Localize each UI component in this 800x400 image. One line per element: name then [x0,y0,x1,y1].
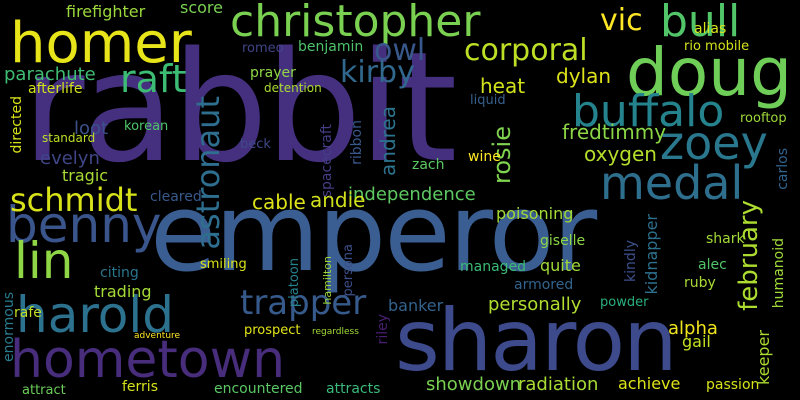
word-prayer: prayer [250,65,296,81]
word-smiling: smiling [200,257,247,272]
word-humanoid: humanoid [771,238,787,309]
word-attract: attract [22,383,66,398]
word-cable: cable [252,190,306,214]
word-christopher: christopher [230,0,481,47]
word-owl: owl [374,33,426,68]
word-enormous: enormous [1,292,17,362]
word-bull: bull [660,0,741,47]
word-beck: beck [240,137,271,152]
word-radiation: radiation [518,374,599,395]
word-trapper: trapper [240,283,367,323]
word-buffalo: buffalo [572,86,725,137]
word-passion: passion [706,377,760,393]
word-encountered: encountered [214,381,303,397]
word-firefighter: firefighter [66,2,146,21]
word-carlos: carlos [775,148,791,190]
word-cleared: cleared [150,189,202,205]
word-attracts: attracts [326,381,381,397]
word-evelyn: evelyn [40,148,100,169]
word-homer: homer [10,11,192,76]
word-february: february [734,200,764,311]
word-oxygen: oxygen [584,142,657,166]
word-korean: korean [124,119,169,134]
word-independence: independence [348,184,476,205]
word-afterlife: afterlife [28,81,83,97]
word-showdown: showdown [426,374,522,395]
word-detention: detention [264,81,322,95]
word-platoon: platoon [287,258,302,308]
word-andrea: andrea [376,106,400,176]
word-ferris: ferris [122,379,158,395]
word-kirby: kirby [340,55,415,90]
word-riley: riley [375,314,391,345]
word-benny: benny [6,196,162,254]
word-liquid: liquid [470,93,506,108]
word-giselle: giselle [540,233,586,249]
word-personally: personally [488,294,582,315]
word-andie: andie [310,188,366,212]
word-alpha: alpha [668,318,718,339]
word-banker: banker [388,296,444,315]
word-rio-mobile: rio mobile [684,39,750,54]
word-raft: raft [120,57,187,101]
word-score: score [180,0,223,17]
word-schmidt: schmidt [10,181,138,219]
word-lin: lin [14,232,74,290]
word-fredtimmy: fredtimmy [562,120,667,144]
word-kindly: kindly [623,240,639,282]
word-doug: doug [626,34,792,111]
word-keeper: keeper [754,330,773,385]
word-heat: heat [480,74,526,98]
word-zoey: zoey [660,116,768,170]
word-sharon: sharon [395,291,678,391]
word-tragic: tragic [62,166,109,185]
word-rooftop: rooftop [740,111,787,126]
word-parachute: parachute [4,64,96,85]
word-alias: alias [694,21,727,37]
word-gail: gail [682,332,711,351]
word-wine: wine [468,149,501,165]
word-medal: medal [600,156,744,210]
word-loot: loot [74,118,109,139]
word-spacecraft: spacecraft [319,124,335,198]
word-rafe: rafe [14,305,42,321]
word-prospect: prospect [244,323,301,338]
word-quite: quite [540,256,581,275]
word-trading: trading [94,282,152,301]
word-poisoning: poisoning [496,204,574,223]
word-achieve: achieve [618,374,681,393]
word-alec: alec [698,257,727,273]
word-ruby: ruby [684,275,716,291]
word-regardless: regardless [312,327,359,337]
word-kidnapper: kidnapper [642,214,661,295]
word-zach: zach [412,157,445,173]
word-managed: managed [460,259,527,275]
word-hamilton: hamilton [321,256,334,305]
word-standard: standard [42,131,96,145]
word-citing: citing [100,265,139,281]
word-corporal: corporal [464,33,588,68]
word-ribbon: ribbon [349,120,365,165]
word-emperor: emperor [150,171,597,296]
word-rabbit: rabbit [22,19,457,196]
word-powder: powder [600,295,649,310]
word-armored: armored [514,277,574,293]
word-harold: harold [16,286,175,344]
word-vic: vic [600,3,643,38]
word-hometown: hometown [10,330,286,390]
word-persona: persona [341,244,356,297]
word-astronaut: astronaut [189,96,227,250]
word-dylan: dylan [556,64,612,88]
word-romeo: romeo [242,41,284,56]
word-adventure: adventure [134,331,181,341]
word-benjamin: benjamin [298,39,364,55]
word-shark: shark [706,231,745,247]
word-directed: directed [9,96,25,154]
